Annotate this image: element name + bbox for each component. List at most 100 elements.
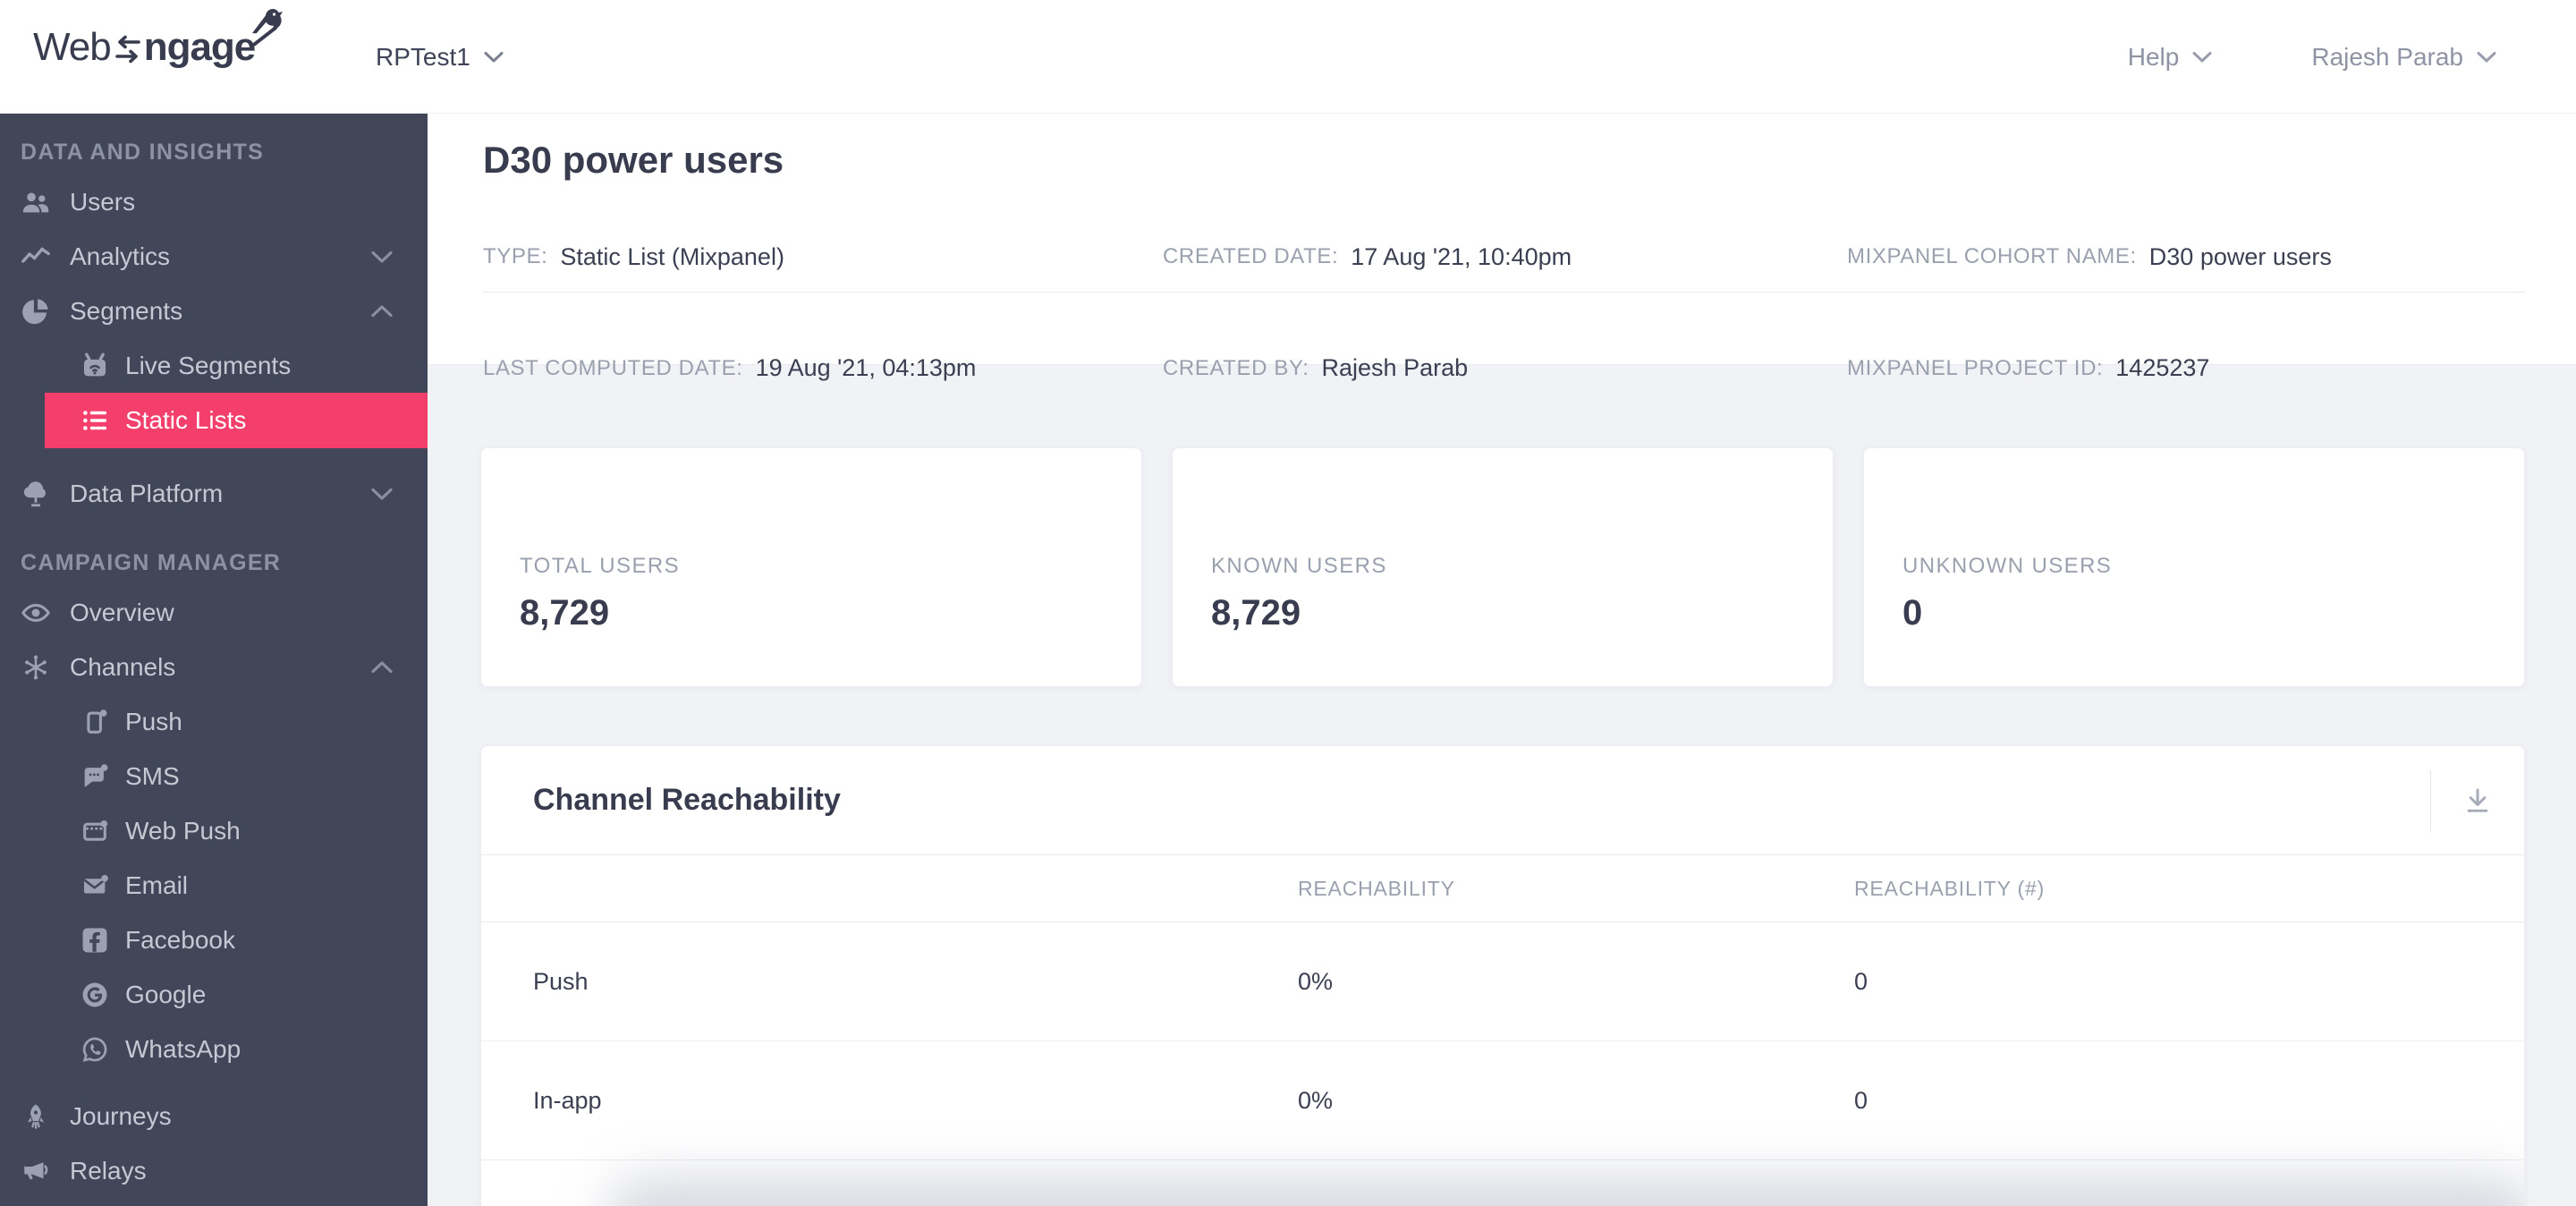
sidebar-item-analytics[interactable]: Analytics: [0, 229, 428, 284]
sidebar-item-label: Relays: [70, 1156, 147, 1185]
sidebar-item-live-segments[interactable]: Live Segments: [0, 338, 428, 393]
facebook-icon: [79, 924, 111, 956]
journeys-rocket-icon: [20, 1100, 52, 1133]
section-data-and-insights: DATA AND INSIGHTS: [21, 139, 265, 165]
sidebar-item-google[interactable]: Google: [0, 967, 428, 1022]
chevron-down-icon: [2476, 50, 2497, 64]
stat-card-known-users: KNOWN USERS 8,729: [1172, 447, 1834, 687]
meta-created-by: CREATED BY: Rajesh Parab: [1163, 354, 1469, 381]
cell-channel: Push: [533, 967, 589, 995]
chevron-up-icon: [370, 304, 394, 318]
web-push-icon: [79, 815, 111, 847]
sidebar-item-facebook[interactable]: Facebook: [0, 913, 428, 967]
meta-type: TYPE: Static List (Mixpanel): [483, 222, 1163, 293]
project-name: RPTest1: [376, 42, 470, 71]
sidebar: DATA AND INSIGHTS Users Analytics: [0, 114, 428, 1206]
sidebar-item-static-lists[interactable]: Static Lists: [45, 393, 428, 448]
section-title: Channel Reachability: [533, 783, 841, 817]
logo-text-web: Web: [33, 25, 112, 69]
sidebar-item-label: Google: [125, 980, 207, 1008]
cell-reachability: 0%: [1298, 967, 1334, 995]
sidebar-item-label: Facebook: [125, 925, 235, 954]
sidebar-item-label: Live Segments: [125, 351, 292, 379]
stat-value: 8,729: [520, 593, 610, 633]
logo-arrows-icon: [114, 33, 141, 65]
stat-card-unknown-users: UNKNOWN USERS 0: [1863, 447, 2525, 687]
sidebar-item-label: SMS: [125, 761, 180, 790]
user-menu[interactable]: Rajesh Parab: [2311, 43, 2497, 72]
channels-icon: [20, 651, 52, 684]
whatsapp-icon: [79, 1033, 111, 1066]
webengage-logo[interactable]: Web ngage: [33, 9, 284, 70]
sidebar-item-web-push[interactable]: Web Push: [0, 803, 428, 858]
main-content: D30 power users TYPE: Static List (Mixpa…: [428, 114, 2576, 1206]
sidebar-item-overview[interactable]: Overview: [0, 585, 428, 640]
meta-mixpanel-cohort-name: MIXPANEL COHORT NAME: D30 power users: [1847, 222, 2525, 293]
sidebar-item-users[interactable]: Users: [0, 174, 428, 229]
cell-reachability: 0%: [1298, 1086, 1334, 1114]
stat-value: 8,729: [1211, 593, 1301, 633]
logo-bird-icon: [237, 4, 292, 54]
sidebar-item-label: Web Push: [125, 816, 241, 845]
sidebar-item-label: Analytics: [70, 242, 171, 270]
table-row-in-app: In-app 0% 0: [481, 1041, 2524, 1160]
metadata-row-1: TYPE: Static List (Mixpanel) CREATED DAT…: [483, 222, 2525, 293]
google-icon: [79, 979, 111, 1011]
sidebar-item-label: Overview: [70, 598, 174, 626]
stat-label: TOTAL USERS: [520, 554, 680, 578]
sms-bubble-icon: [79, 760, 111, 793]
column-reachability-count: REACHABILITY (#): [1854, 876, 2046, 900]
push-phone-icon: [79, 706, 111, 738]
scroll-shadow: [481, 1160, 2524, 1206]
sidebar-item-segments[interactable]: Segments: [0, 284, 428, 338]
sidebar-item-journeys[interactable]: Journeys: [0, 1089, 428, 1143]
sidebar-item-label: WhatsApp: [125, 1034, 242, 1063]
user-name: Rajesh Parab: [2311, 42, 2463, 71]
chevron-down-icon: [2191, 50, 2213, 64]
help-menu[interactable]: Help: [2128, 43, 2214, 72]
sidebar-item-label: Journeys: [70, 1101, 172, 1130]
column-reachability: REACHABILITY: [1298, 876, 1455, 900]
static-lists-icon: [79, 404, 111, 437]
list-detail-header: D30 power users TYPE: Static List (Mixpa…: [428, 114, 2576, 381]
cell-reachability-count: 0: [1854, 1086, 1868, 1114]
sidebar-item-channels[interactable]: Channels: [0, 640, 428, 694]
sidebar-item-label: Email: [125, 871, 189, 899]
email-icon: [79, 870, 111, 902]
stats-row: TOTAL USERS 8,729 KNOWN USERS 8,729 UNKN…: [480, 447, 2525, 687]
meta-last-computed-date: LAST COMPUTED DATE: 19 Aug '21, 04:13pm: [483, 354, 977, 381]
live-segments-icon: [79, 350, 111, 382]
shadow-blob: [606, 1176, 2524, 1206]
chevron-up-icon: [370, 660, 394, 675]
download-icon: [2462, 785, 2494, 817]
meta-mixpanel-project-id: MIXPANEL PROJECT ID: 1425237: [1847, 354, 2210, 381]
cell-channel: In-app: [533, 1086, 602, 1114]
table-row-push: Push 0% 0: [481, 922, 2524, 1041]
stat-card-total-users: TOTAL USERS 8,729: [480, 447, 1142, 687]
sidebar-item-label: Push: [125, 707, 182, 735]
users-icon: [20, 186, 52, 218]
analytics-icon: [20, 241, 52, 273]
divider: [2430, 769, 2431, 831]
sidebar-item-sms[interactable]: SMS: [0, 749, 428, 803]
stat-value: 0: [1902, 593, 1923, 633]
sidebar-item-email[interactable]: Email: [0, 858, 428, 913]
metadata-row-2: LAST COMPUTED DATE: 19 Aug '21, 04:13pm …: [483, 333, 2525, 403]
topbar: Web ngage RPTest1 Help: [0, 0, 2576, 114]
data-platform-icon: [20, 478, 52, 510]
sidebar-item-push[interactable]: Push: [0, 694, 428, 749]
sidebar-item-data-platform[interactable]: Data Platform: [0, 466, 428, 521]
sidebar-item-whatsapp[interactable]: WhatsApp: [0, 1022, 428, 1076]
sidebar-item-label: Users: [70, 187, 136, 216]
sidebar-item-label: Channels: [70, 652, 176, 681]
stat-label: KNOWN USERS: [1211, 554, 1387, 578]
channel-reachability-header: Channel Reachability: [481, 746, 2524, 855]
section-campaign-manager: CAMPAIGN MANAGER: [21, 549, 282, 575]
segments-icon: [20, 295, 52, 327]
project-selector[interactable]: RPTest1: [376, 0, 504, 114]
download-button[interactable]: [2431, 746, 2524, 854]
help-label: Help: [2127, 42, 2180, 71]
overview-eye-icon: [20, 597, 52, 629]
sidebar-item-relays[interactable]: Relays: [0, 1143, 428, 1198]
sidebar-item-label: Data Platform: [70, 479, 224, 507]
